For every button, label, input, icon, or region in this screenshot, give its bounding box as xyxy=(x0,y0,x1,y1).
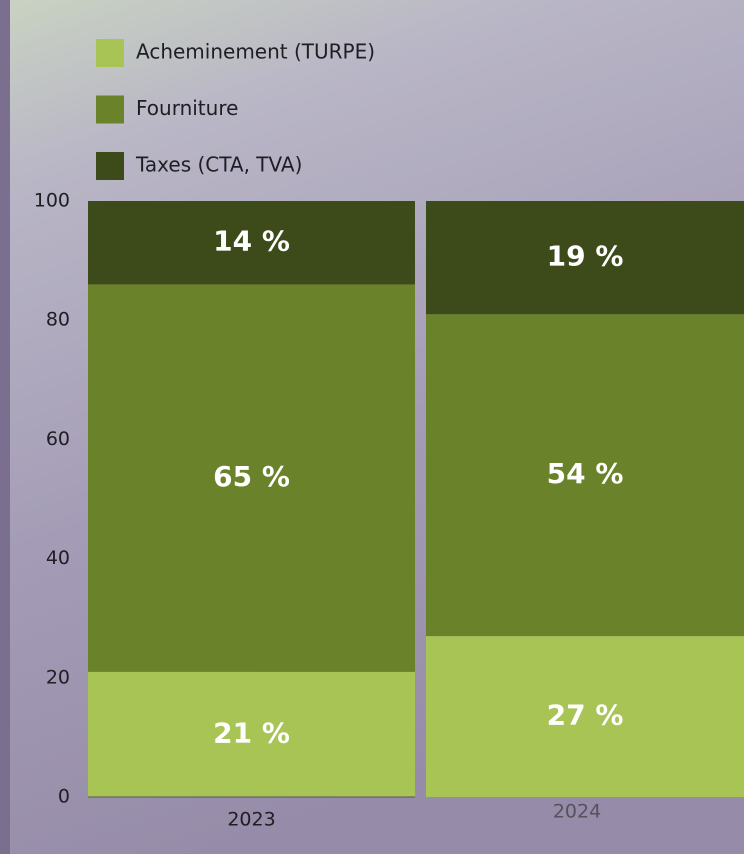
y-tick-label: 60 xyxy=(46,428,70,450)
legend-label: Taxes (CTA, TVA) xyxy=(135,153,302,177)
data-label: 27 % xyxy=(547,699,624,732)
x-tick-label: 2023 xyxy=(227,809,275,831)
left-edge xyxy=(0,0,10,854)
y-tick-label: 20 xyxy=(46,666,70,688)
y-tick-label: 80 xyxy=(46,309,70,331)
y-tick-label: 0 xyxy=(58,786,70,808)
chart: 0 20 40 60 80 100 Acheminement (TURPE) Fournitu… xyxy=(0,0,744,854)
legend-label: Fourniture xyxy=(136,96,238,120)
legend-swatch xyxy=(96,39,124,67)
legend-swatch xyxy=(96,152,124,180)
page: {"chart_data": { "type": "stacked-bar", … xyxy=(0,0,744,854)
data-label: 14 % xyxy=(213,225,290,258)
y-tick-label: 100 xyxy=(34,190,70,212)
x-tick-label: 2024 xyxy=(553,801,601,823)
legend-label: Acheminement (TURPE) xyxy=(136,40,375,64)
data-label: 54 % xyxy=(547,457,624,490)
data-label: 21 % xyxy=(213,716,290,749)
legend-swatch xyxy=(96,96,124,124)
y-tick-label: 40 xyxy=(46,547,70,569)
data-label: 19 % xyxy=(547,240,624,273)
data-label: 65 % xyxy=(213,460,290,493)
